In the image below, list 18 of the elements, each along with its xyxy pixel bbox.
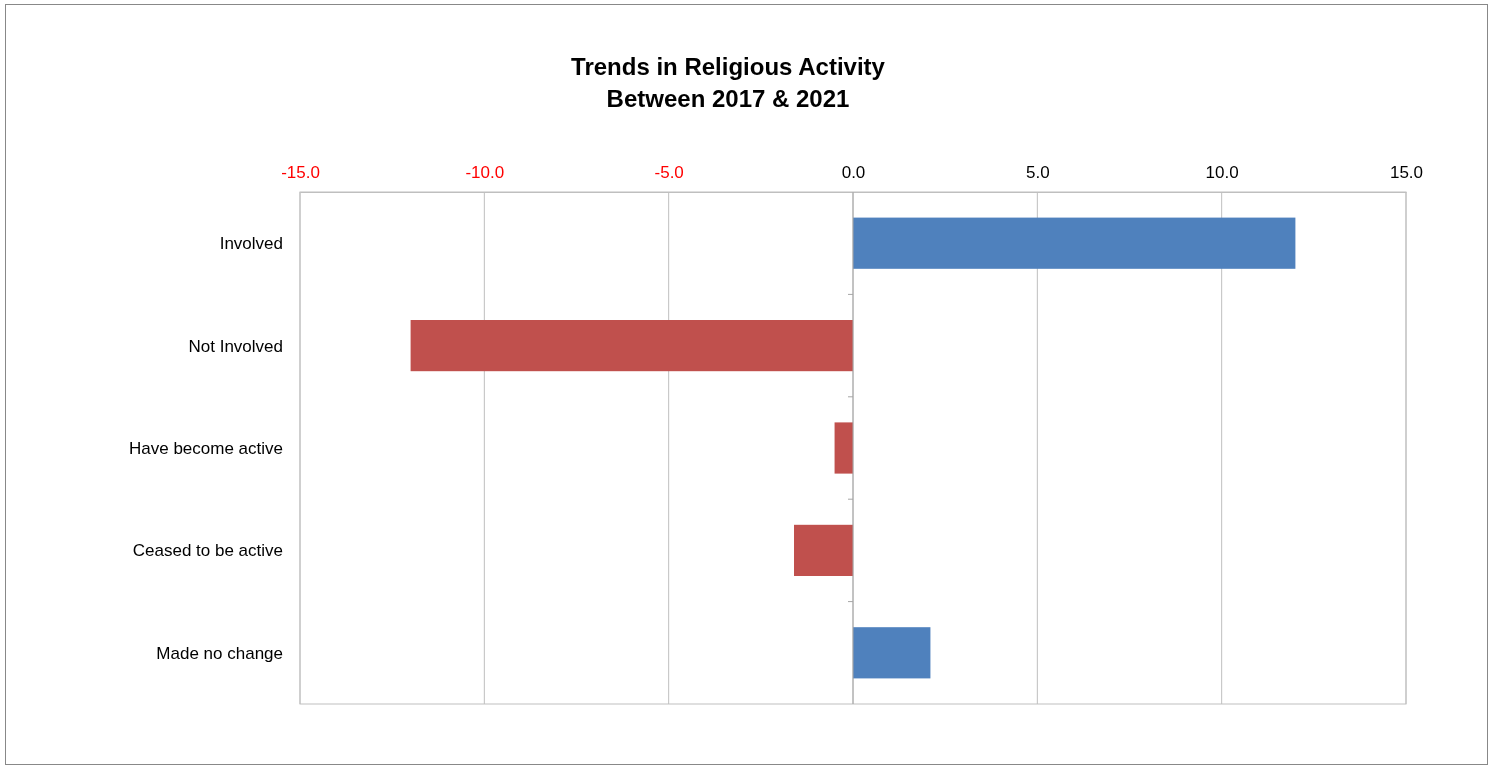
x-tick-label: 10.0 [1205,163,1239,182]
x-tick-label: -5.0 [654,163,684,182]
y-tick-label: Not Involved [188,336,283,356]
x-tick-label: -15.0 [281,163,320,182]
y-tick-label: Involved [219,234,283,254]
y-tick-label: Made no change [156,643,283,663]
x-tick-label: 5.0 [1026,163,1050,182]
bar [410,320,853,372]
bar [794,524,853,576]
y-tick-label: Ceased to be active [132,541,283,561]
bar [853,217,1296,269]
bar [834,422,853,474]
chart-title: Trends in Religious Activity Between 2017 & 2021 [571,53,886,112]
x-tick-label: 0.0 [841,163,866,182]
x-tick-label: 15.0 [1389,163,1424,182]
bar [853,627,931,679]
y-tick-label: Have become active [128,438,283,458]
x-tick-label: -10.0 [465,163,505,182]
